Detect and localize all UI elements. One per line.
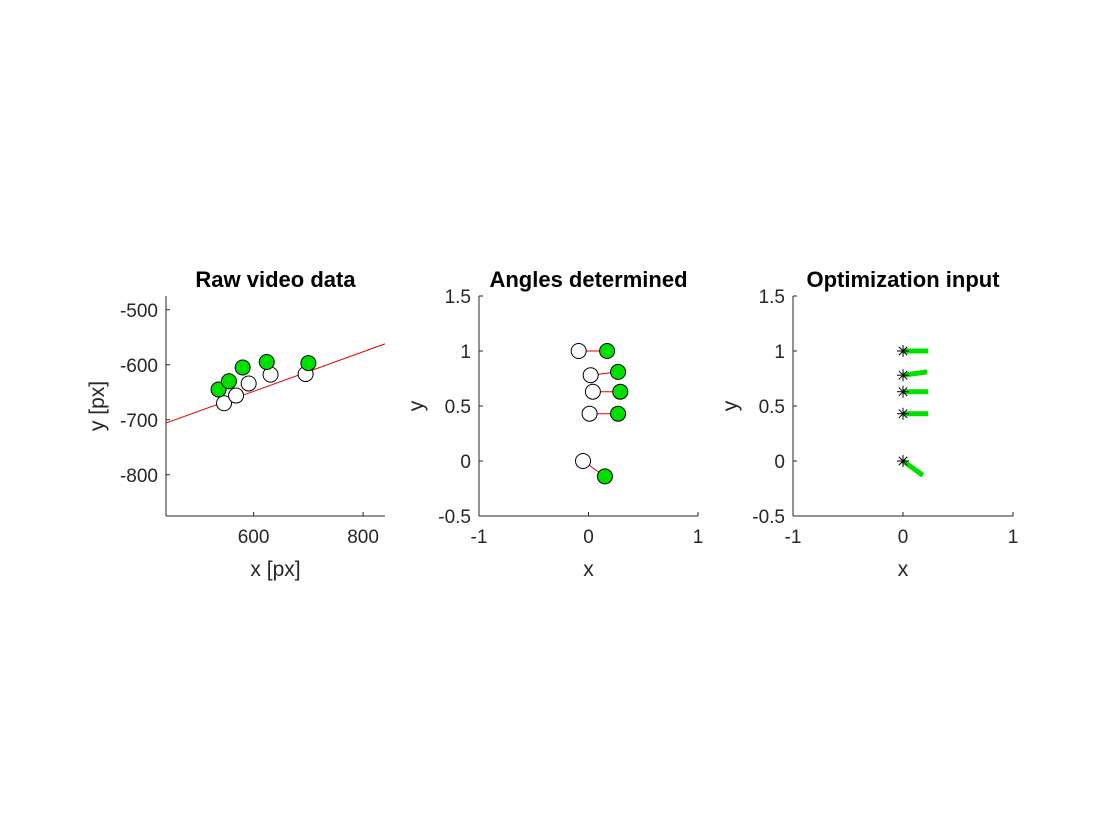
y-tick-label: 0 bbox=[774, 452, 785, 473]
asterisk-point bbox=[897, 455, 909, 467]
x-axis-label: x [px] bbox=[250, 558, 300, 581]
filled-circle-point bbox=[596, 468, 613, 485]
chart-panel-2: Angles determined -1 0 1 -0.5 0 0.5 1 1.5 x y bbox=[405, 267, 703, 581]
y-tick-label: -0.5 bbox=[438, 507, 471, 528]
x-tick-label: -1 bbox=[785, 527, 802, 548]
x-tick-label: 0 bbox=[898, 527, 909, 548]
x-tick-label: 800 bbox=[347, 527, 379, 548]
asterisk-stroke bbox=[898, 370, 908, 380]
x-tick-label: 1 bbox=[693, 527, 704, 548]
x-tick-label: 600 bbox=[238, 527, 270, 548]
filled-circle-point bbox=[220, 373, 237, 390]
filled-circle-point bbox=[610, 363, 627, 380]
open-circle-point bbox=[216, 395, 233, 412]
open-circle-point bbox=[581, 405, 598, 422]
x-axis-label: x bbox=[583, 558, 594, 581]
asterisk-point bbox=[897, 369, 909, 382]
data-layer bbox=[897, 345, 929, 478]
y-tick-label: 0.5 bbox=[445, 397, 471, 418]
filled-circle-point bbox=[210, 381, 227, 398]
y-tick-label: 0.5 bbox=[759, 397, 785, 418]
asterisk-point bbox=[897, 385, 909, 398]
asterisk-stroke bbox=[898, 346, 908, 356]
x-tick-label: 0 bbox=[583, 527, 594, 548]
y-tick-label: -600 bbox=[120, 356, 158, 377]
x-tick-label: 1 bbox=[1008, 527, 1019, 548]
filled-circle-point bbox=[599, 343, 616, 359]
open-circle-point bbox=[228, 387, 245, 404]
asterisk-stroke bbox=[898, 387, 908, 397]
open-circle-point bbox=[582, 367, 599, 384]
x-tick-label: -1 bbox=[471, 527, 488, 548]
angle-vector bbox=[901, 458, 925, 478]
y-axis-label: y bbox=[719, 400, 742, 411]
data-layer bbox=[570, 343, 629, 485]
x-axis-label: x bbox=[898, 558, 909, 581]
filled-circle-point bbox=[258, 354, 275, 370]
y-tick-label: 1 bbox=[774, 342, 785, 363]
open-circle-point bbox=[240, 375, 257, 392]
asterisk-point bbox=[897, 407, 909, 420]
open-circle-point bbox=[575, 453, 592, 469]
filled-circle-point bbox=[234, 359, 251, 376]
filled-circle-point bbox=[300, 355, 317, 372]
filled-circle-point bbox=[610, 405, 627, 422]
y-axis-label: y bbox=[405, 400, 428, 411]
y-tick-label: -700 bbox=[120, 411, 158, 432]
fit-line bbox=[166, 343, 385, 424]
chart-title: Angles determined bbox=[489, 267, 687, 292]
chart-panel-1: Raw video data 600 800 -500 -600 -700 -800 x [p… bbox=[86, 267, 385, 581]
chart-panel-3: Optimization input -1 0 1 -0.5 0 0.5 1 1.5 x y bbox=[719, 267, 1018, 581]
y-tick-label: -500 bbox=[120, 301, 158, 322]
y-tick-label: 0 bbox=[460, 452, 471, 473]
data-layer bbox=[166, 343, 385, 424]
asterisk-stroke bbox=[898, 456, 908, 466]
y-tick-label: -800 bbox=[120, 466, 158, 487]
open-circle-point bbox=[570, 343, 587, 359]
filled-circle-point bbox=[612, 383, 629, 400]
y-axis-label: y [px] bbox=[86, 381, 109, 431]
y-tick-label: 1.5 bbox=[759, 287, 785, 308]
y-tick-label: 1 bbox=[460, 342, 471, 363]
chart-title: Optimization input bbox=[806, 267, 1000, 292]
chart-title: Raw video data bbox=[195, 267, 356, 292]
open-circle-point bbox=[584, 383, 601, 400]
y-tick-label: 1.5 bbox=[445, 287, 471, 308]
asterisk-point bbox=[897, 345, 909, 357]
y-tick-label: -0.5 bbox=[752, 507, 785, 528]
asterisk-stroke bbox=[898, 409, 908, 419]
angle-vector bbox=[902, 369, 928, 378]
